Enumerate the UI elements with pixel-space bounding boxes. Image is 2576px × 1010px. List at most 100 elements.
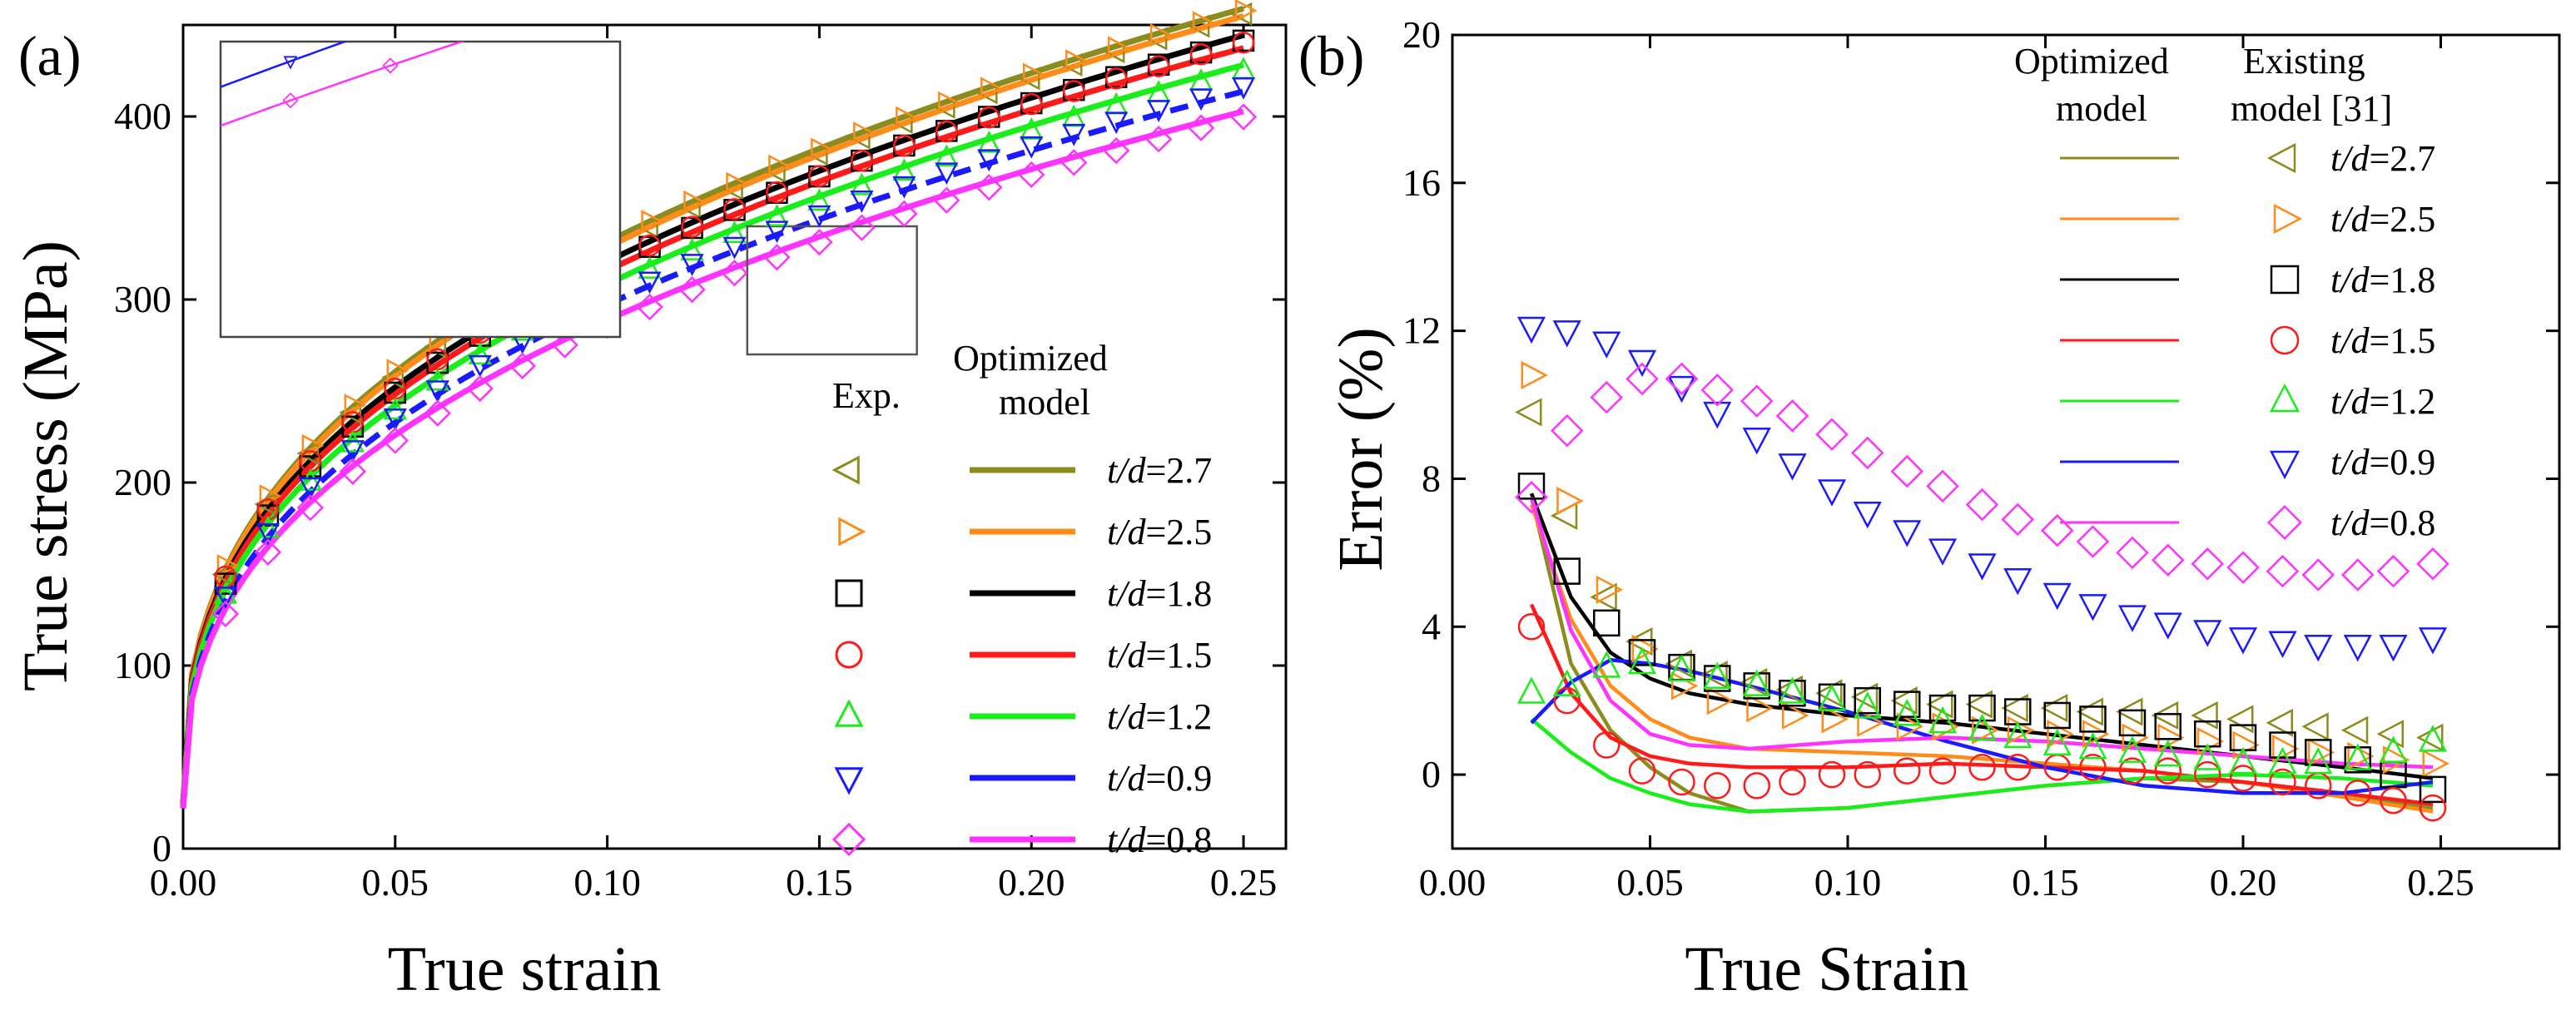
exp-marker-td-2.7: [1017, 67, 1040, 91]
existing-marker-td-0.9: [1968, 553, 1997, 581]
legend-marker-td-0.9: [834, 767, 864, 795]
existing-marker-td-1.5: [1779, 768, 1806, 796]
existing-marker-td-0.9: [2304, 635, 2333, 662]
panel-b-legend: Optimized model Existing model [31] t/d=…: [2014, 41, 2435, 543]
existing-marker-td-0.9: [1928, 538, 1958, 566]
existing-marker-td-0.8: [1890, 454, 1924, 488]
exp-marker-td-1.8: [299, 455, 322, 478]
exp-marker-td-0.9: [892, 176, 916, 199]
exp-marker-td-0.8: [891, 200, 918, 228]
existing-marker-td-0.8: [1926, 469, 1959, 503]
exp-marker-td-1.2: [807, 188, 831, 210]
inset-marker-td-0.9: [283, 56, 298, 70]
exp-marker-td-0.9: [340, 440, 365, 463]
optimized-line-td-0.8: [1529, 497, 2434, 770]
exp-marker-td-0.9: [765, 220, 789, 244]
existing-marker-td-1.2: [1893, 699, 1922, 726]
legend-model-header: model: [2056, 88, 2147, 129]
panel-a-y-tick-label: 100: [114, 644, 171, 686]
legend-label-td-2.5: t/d=2.5: [1107, 512, 1212, 552]
exp-marker-td-0.8: [848, 214, 876, 241]
exp-marker-td-0.9: [213, 587, 238, 609]
exp-marker-td-2.5: [726, 171, 748, 196]
existing-marker-td-1.2: [2078, 732, 2107, 760]
existing-marker-td-1.2: [1928, 706, 1958, 734]
existing-marker-td-2.5: [1782, 701, 1809, 730]
panel-a-y-tick-label: 200: [114, 461, 171, 503]
existing-marker-td-1.5: [2154, 757, 2181, 785]
legend-marker-td-0.9: [2269, 450, 2301, 480]
exp-marker-td-1.5: [893, 134, 916, 157]
existing-marker-td-0.8: [2151, 543, 2185, 577]
exp-marker-td-2.7: [1144, 27, 1168, 51]
panel-b-x-tick-label: 0.15: [2012, 861, 2079, 904]
existing-marker-td-1.5: [1517, 613, 1546, 641]
existing-marker-td-2.7: [1626, 626, 1653, 656]
existing-marker-td-0.8: [1515, 480, 1548, 514]
existing-marker-td-0.9: [1778, 453, 1807, 481]
existing-marker-td-2.7: [2340, 715, 2369, 745]
legend-marker-td-1.2: [2269, 383, 2301, 413]
existing-marker-td-0.9: [1893, 520, 1922, 547]
exp-marker-td-1.5: [214, 565, 237, 588]
exp-marker-td-2.7: [721, 176, 743, 201]
legend-label-td-2.5: t/d=2.5: [2330, 199, 2435, 240]
existing-marker-td-1.8: [1968, 694, 1996, 722]
exp-marker-td-1.5: [936, 120, 958, 143]
exp-marker-td-0.8: [1060, 149, 1088, 176]
legend-label-td-1.2: t/d=1.2: [1107, 696, 1212, 737]
exp-marker-td-1.5: [638, 234, 661, 257]
existing-marker-td-1.8: [2079, 706, 2107, 733]
optimized-line-td-1.8: [1529, 493, 2434, 780]
exp-marker-td-0.8: [339, 458, 367, 485]
existing-marker-td-0.9: [2268, 631, 2297, 658]
existing-marker-td-1.8: [2043, 701, 2071, 730]
existing-marker-td-2.5: [1972, 715, 1999, 745]
existing-marker-td-1.5: [1818, 760, 1846, 789]
exp-marker-td-2.7: [1229, 2, 1253, 26]
existing-marker-td-2.7: [2076, 697, 2103, 726]
panel-b-y-axis-title: Error (%): [1326, 327, 1396, 571]
model-line-td-1.2: [180, 62, 1244, 807]
existing-marker-td-0.8: [1850, 436, 1884, 470]
exp-marker-td-1.5: [978, 106, 1000, 129]
panel-b-x-tick-label: 0.05: [1616, 861, 1684, 904]
panel-b-y-tick-label: 20: [1402, 13, 1441, 56]
legend-label-td-0.8: t/d=0.8: [2330, 503, 2435, 543]
existing-marker-td-1.2: [2003, 720, 2033, 749]
existing-marker-td-0.9: [1516, 316, 1546, 344]
exp-marker-td-0.8: [636, 293, 663, 321]
exp-marker-td-1.2: [638, 256, 662, 279]
panel-b: (b) 0.00 0.05 0.10 0.15 0.20 0.25 0 4 8 12 16 20 Op…: [1298, 13, 2561, 1004]
existing-marker-td-0.9: [2379, 635, 2408, 662]
exp-marker-td-2.7: [932, 95, 955, 119]
inset-content: [221, 42, 465, 127]
exp-marker-td-2.7: [1187, 14, 1210, 38]
existing-marker-td-0.8: [1740, 384, 1774, 418]
panel-a-y-tick-label: 0: [152, 827, 171, 869]
exp-marker-td-1.2: [722, 220, 747, 243]
panel-b-x-tick-label: 0.00: [1419, 861, 1487, 904]
exp-marker-td-2.7: [847, 126, 871, 150]
existing-marker-td-2.7: [2040, 694, 2068, 723]
legend-existing-model-header: model [31]: [2231, 88, 2392, 129]
existing-marker-td-0.8: [1626, 362, 1659, 396]
exp-marker-td-0.8: [721, 260, 748, 287]
existing-marker-td-2.5: [1596, 575, 1624, 604]
existing-marker-td-1.5: [2269, 768, 2296, 796]
inset-marker-td-0.8: [282, 92, 299, 109]
optimized-line-td-1.2: [1530, 717, 2434, 814]
existing-marker-td-1.2: [2193, 743, 2222, 770]
panel-a-label: (a): [18, 24, 81, 87]
exp-marker-td-0.8: [763, 244, 791, 271]
exp-marker-td-0.9: [722, 236, 747, 260]
exp-marker-td-0.9: [935, 162, 959, 186]
legend-marker-td-0.8: [2267, 505, 2302, 540]
exp-marker-td-2.7: [1102, 39, 1125, 64]
existing-marker-td-0.9: [2193, 620, 2222, 647]
legend-label-td-1.5: t/d=1.5: [1107, 635, 1212, 676]
panel-a-x-axis-title: True strain: [388, 934, 662, 1004]
existing-marker-td-2.7: [2301, 712, 2329, 741]
panel-b-x-axis-title: True Strain: [1685, 934, 1968, 1004]
